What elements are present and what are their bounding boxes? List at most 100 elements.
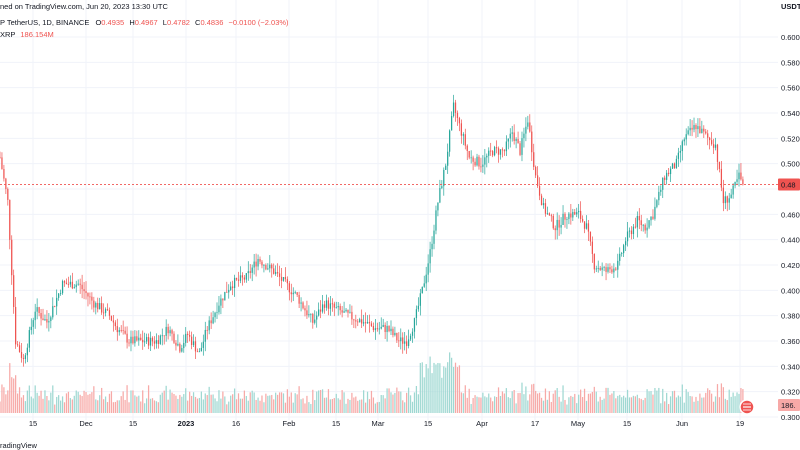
- candle: [578, 203, 580, 219]
- candle-body: [685, 134, 687, 140]
- volume-legend-name: XRP: [0, 30, 15, 39]
- candle-body: [331, 303, 333, 305]
- volume-bar: [50, 392, 52, 413]
- candle-body: [134, 336, 136, 344]
- candle: [423, 275, 425, 288]
- candle: [404, 332, 406, 351]
- candle: [648, 219, 650, 230]
- candle: [669, 166, 672, 183]
- candle-body: [187, 333, 189, 336]
- y-tick-label: 0.500: [781, 160, 800, 169]
- candle: [149, 331, 152, 352]
- candle: [146, 333, 148, 345]
- candle: [286, 276, 289, 290]
- candle: [558, 215, 560, 236]
- candle: [462, 132, 464, 146]
- volume-bars: [0, 352, 744, 413]
- volume-bar: [515, 403, 517, 413]
- volume-bar: [495, 396, 498, 413]
- volume-bar: [482, 392, 484, 413]
- candle: [458, 116, 461, 132]
- candle-body: [126, 333, 128, 343]
- candle: [548, 212, 550, 216]
- y-tick-label: 0.400: [781, 286, 800, 295]
- candle-body: [329, 303, 332, 309]
- candle: [124, 326, 126, 335]
- candle: [20, 343, 23, 363]
- candle: [347, 309, 349, 318]
- candle-body: [728, 198, 730, 203]
- candle-body: [83, 289, 85, 292]
- candle-body: [544, 203, 547, 214]
- candle-body: [99, 303, 101, 310]
- x-tick-label: 15: [29, 419, 37, 428]
- candle: [13, 269, 15, 314]
- volume-bar: [374, 403, 376, 413]
- candle: [153, 336, 156, 350]
- x-tick-label: May: [571, 419, 585, 428]
- candle-body: [13, 275, 15, 307]
- candle-body: [548, 213, 550, 216]
- volume-bar: [421, 362, 423, 413]
- candle: [331, 298, 333, 312]
- candle: [91, 292, 93, 310]
- volume-bar: [439, 363, 441, 413]
- volume-bar: [175, 395, 177, 413]
- candle: [400, 328, 402, 350]
- volume-bar: [406, 392, 408, 413]
- volume-tag: 186.: [778, 399, 800, 411]
- volume-bar: [222, 391, 224, 413]
- candle-body: [216, 312, 218, 314]
- candle: [734, 181, 736, 189]
- settings-icon[interactable]: [739, 399, 755, 415]
- volume-bar: [189, 391, 191, 413]
- volume-bar: [701, 397, 703, 413]
- volume-bar: [740, 388, 742, 413]
- candle: [730, 188, 732, 199]
- candle: [278, 265, 281, 287]
- candle: [738, 163, 740, 187]
- volume-bar: [562, 385, 564, 413]
- candle: [71, 272, 73, 290]
- volume-bar: [550, 401, 552, 413]
- candle-body: [122, 330, 124, 332]
- candle-body: [564, 213, 566, 220]
- candle: [128, 339, 130, 347]
- volume-bar: [382, 395, 384, 413]
- volume-bar: [662, 388, 664, 413]
- candle: [1, 152, 3, 170]
- volume-bar: [511, 391, 513, 413]
- candle-body: [638, 215, 640, 221]
- volume-bar: [425, 364, 427, 413]
- volume-bar: [61, 396, 64, 413]
- candle-body: [179, 343, 181, 352]
- volume-bar: [486, 397, 488, 413]
- candle-body: [515, 139, 517, 141]
- candle-body: [585, 223, 588, 229]
- candle: [187, 331, 189, 343]
- candle-body: [138, 337, 140, 341]
- candle: [132, 330, 134, 345]
- candle: [664, 175, 666, 185]
- candle: [476, 153, 478, 167]
- volume-bar: [394, 392, 396, 413]
- candle: [566, 216, 568, 229]
- candle-body: [511, 132, 513, 134]
- volume-bar: [278, 392, 281, 413]
- volume-bar: [681, 384, 683, 413]
- volume-bar: [173, 393, 175, 413]
- candle-body: [372, 326, 375, 331]
- candle-body: [738, 172, 740, 180]
- volume-bar: [568, 397, 570, 413]
- candle: [413, 317, 416, 339]
- candle-body: [580, 210, 582, 219]
- candle: [102, 303, 105, 319]
- candle: [136, 330, 138, 342]
- volume-bar: [218, 390, 220, 413]
- volume-bar: [271, 394, 273, 413]
- candle-body: [662, 177, 664, 190]
- candle-body: [429, 249, 431, 264]
- candle: [572, 208, 574, 221]
- volume-bar: [251, 390, 253, 413]
- candle-body: [183, 342, 185, 349]
